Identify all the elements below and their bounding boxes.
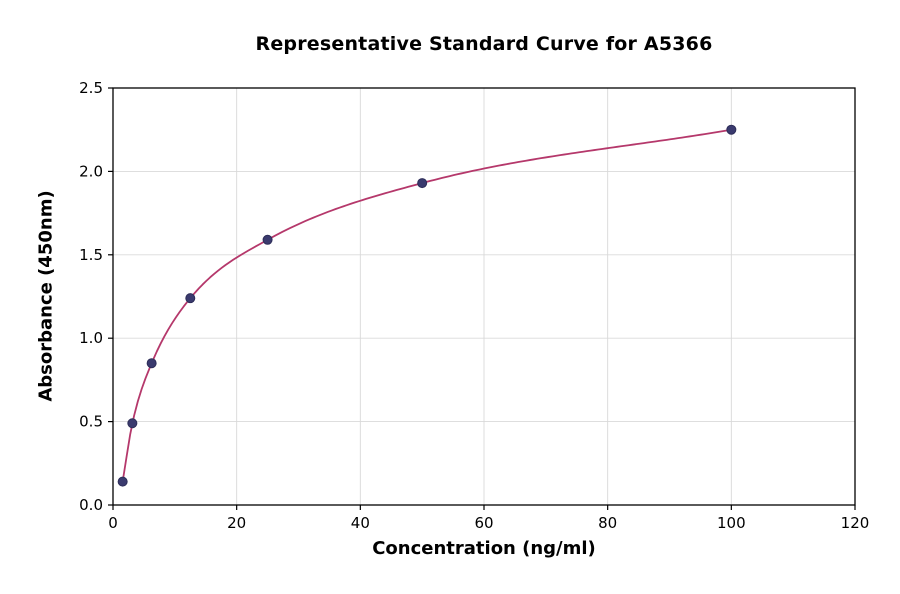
data-point [127, 418, 138, 429]
x-tick-label: 40 [351, 514, 370, 532]
y-tick-label: 0.5 [79, 413, 103, 431]
data-point [417, 178, 428, 189]
x-tick-label: 60 [474, 514, 493, 532]
x-tick-label: 20 [227, 514, 246, 532]
data-point [146, 358, 157, 369]
data-point [117, 476, 128, 487]
y-tick-label: 0.0 [79, 496, 103, 514]
data-point [185, 293, 196, 304]
x-tick-label: 0 [108, 514, 118, 532]
x-tick-label: 120 [841, 514, 870, 532]
y-tick-label: 2.5 [79, 79, 103, 97]
data-point [726, 124, 737, 135]
y-tick-label: 2.0 [79, 162, 103, 180]
x-tick-label: 100 [717, 514, 746, 532]
data-point [262, 234, 273, 245]
x-axis-label: Concentration (ng/ml) [372, 538, 596, 559]
y-tick-label: 1.0 [79, 329, 103, 347]
chart-title: Representative Standard Curve for A5366 [255, 33, 713, 55]
y-tick-label: 1.5 [79, 246, 103, 264]
x-tick-label: 80 [598, 514, 617, 532]
